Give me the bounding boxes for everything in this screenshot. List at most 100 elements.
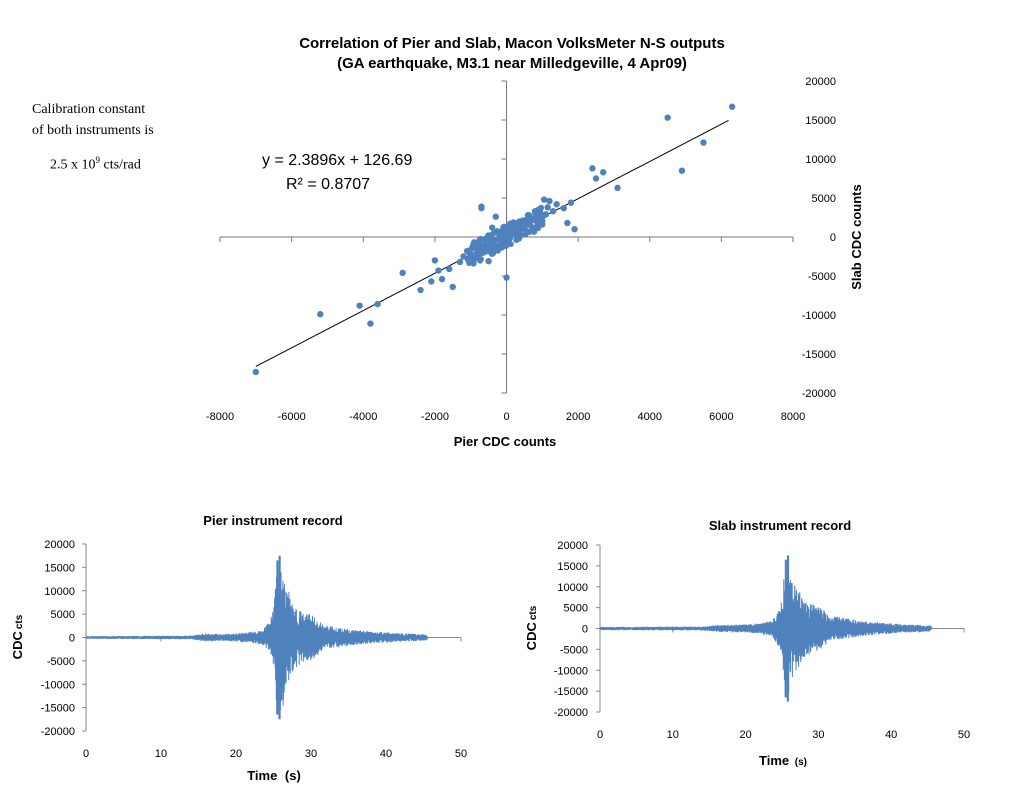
slab-y-tick-label: -5000	[560, 644, 588, 656]
pier-x-axis-label-main: Time	[247, 768, 277, 783]
scatter-point	[540, 196, 548, 203]
scatter-point	[500, 233, 507, 240]
scatter-title-line1: Correlation of Pier and Slab, Macon Volk…	[299, 35, 725, 52]
trendline-r-squared: R² = 0.8707	[286, 176, 370, 193]
scatter-point	[614, 184, 621, 192]
scatter-point	[417, 286, 424, 294]
annotation-line1: Calibration constant	[32, 102, 146, 117]
pier-y-tick-label: 0	[69, 633, 75, 645]
scatter-point	[531, 228, 538, 235]
pier-x-tick-label: 50	[455, 748, 467, 760]
scatter-point	[317, 311, 324, 318]
scatter-point	[560, 204, 567, 212]
pier-y-tick-label: 15000	[44, 562, 75, 574]
scatter-point	[466, 260, 473, 267]
scatter-point	[507, 241, 514, 248]
scatter-point	[485, 240, 492, 247]
scatter-point	[356, 302, 363, 309]
scatter-y-tick-label: -10000	[802, 310, 836, 322]
scatter-chart: Correlation of Pier and Slab, Macon Volk…	[206, 35, 864, 449]
scatter-point	[399, 269, 406, 277]
slab-x-axis-label-unit: (s)	[795, 757, 807, 768]
scatter-point	[446, 265, 453, 273]
scatter-x-tick-label: 0	[503, 411, 509, 423]
scatter-point	[503, 228, 510, 235]
scatter-point	[546, 197, 553, 205]
scatter-point	[544, 204, 551, 211]
scatter-y-axis-label: Slab CDC counts	[849, 184, 864, 289]
slab-y-tick-label: -10000	[554, 665, 588, 677]
scatter-point	[496, 242, 503, 249]
scatter-y-tick-label: 5000	[812, 193, 836, 205]
scatter-x-tick-label: 4000	[638, 411, 662, 423]
scatter-point	[477, 235, 484, 242]
scatter-x-tick-label: -4000	[349, 411, 377, 423]
scatter-point	[728, 103, 736, 110]
pier-y-tick-label: -10000	[41, 679, 75, 691]
scatter-point	[374, 300, 381, 308]
slab-y-tick-label: -15000	[554, 686, 588, 698]
scatter-x-tick-label: 8000	[781, 411, 805, 423]
scatter-y-tick-label: -15000	[802, 349, 836, 361]
scatter-point	[490, 243, 497, 250]
pier-x-tick-label: 20	[230, 748, 242, 760]
pier-y-tick-label: -15000	[41, 703, 75, 715]
scatter-y-tick-label: 0	[830, 232, 836, 244]
scatter-point	[517, 232, 524, 239]
scatter-point	[521, 223, 528, 230]
scatter-y-tick-label: 20000	[805, 76, 836, 88]
scatter-point	[449, 283, 456, 291]
scatter-point	[478, 250, 485, 257]
scatter-x-tick-label: -2000	[421, 411, 449, 423]
slab-y-tick-label: 0	[582, 624, 588, 636]
scatter-x-tick-label: -8000	[206, 411, 234, 423]
scatter-point	[664, 114, 671, 121]
scatter-point	[526, 212, 533, 219]
scatter-point	[500, 223, 507, 230]
pier-y-tick-label: -20000	[41, 726, 75, 738]
pier-y-tick-label: 5000	[51, 609, 75, 621]
scatter-point	[564, 219, 571, 227]
scatter-point	[571, 226, 578, 233]
pier-x-tick-label: 10	[155, 748, 167, 760]
scatter-point	[567, 199, 575, 206]
scatter-point	[485, 257, 492, 265]
pier-y-tick-label: -5000	[47, 656, 75, 668]
slab-x-tick-label: 40	[885, 729, 897, 741]
slab-y-tick-label: -20000	[554, 707, 588, 719]
calibration-suffix: cts/rad	[103, 157, 141, 173]
slab-y-tick-label: 5000	[564, 603, 588, 615]
scatter-point	[700, 139, 707, 146]
scatter-point	[678, 167, 686, 174]
pier-y-tick-label: 10000	[44, 586, 75, 598]
scatter-point	[589, 165, 596, 172]
scatter-point	[535, 225, 542, 232]
scatter-point	[511, 231, 518, 238]
pier-chart-title: Pier instrument record	[203, 513, 342, 528]
slab-x-tick-label: 10	[667, 729, 679, 741]
scatter-point	[456, 258, 464, 266]
slab-x-tick-label: 0	[597, 729, 603, 741]
scatter-point	[431, 257, 439, 264]
scatter-point	[592, 175, 600, 182]
scatter-point	[503, 274, 510, 281]
scatter-x-axis-label: Pier CDC counts	[454, 434, 557, 449]
slab-chart-title: Slab instrument record	[709, 518, 851, 533]
pier-x-axis-label: Time (s)	[247, 768, 301, 783]
pier-x-tick-label: 30	[305, 748, 317, 760]
slab-x-tick-label: 50	[958, 729, 970, 741]
scatter-point	[527, 222, 534, 229]
slab-record-chart: Slab instrument record Time (s) CDC cts -…	[524, 518, 970, 768]
slab-x-axis-label: Time (s)	[759, 753, 807, 768]
pier-y-axis-label: CDC cts	[10, 614, 25, 659]
scatter-point	[599, 169, 607, 176]
annotation-line2: of both instruments is	[32, 123, 154, 138]
scatter-point	[539, 218, 546, 225]
scatter-y-tick-label: -5000	[808, 271, 836, 283]
slab-y-tick-label: 20000	[557, 540, 588, 552]
slab-y-axis-label: CDC cts	[524, 605, 539, 650]
pier-y-axis-label-unit: cts	[14, 614, 25, 629]
scatter-point	[470, 256, 477, 263]
scatter-point	[526, 216, 533, 223]
slab-signal-line	[599, 555, 932, 702]
